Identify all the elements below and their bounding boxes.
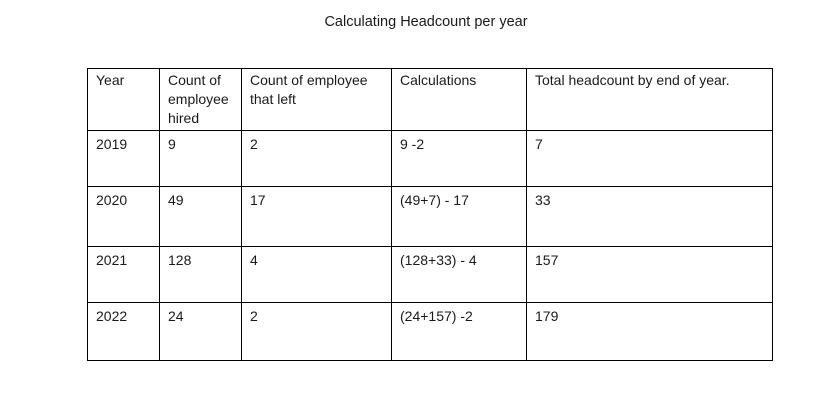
table-row: 2019 9 2 9 -2 7 [87, 130, 773, 187]
cell-hired: 9 [159, 130, 242, 187]
cell-year: 2022 [87, 302, 160, 361]
header-left: Count of employee that left [241, 68, 392, 131]
headcount-table: Year Count of employee hired Count of em… [87, 68, 773, 361]
header-year: Year [87, 68, 160, 131]
cell-year: 2019 [87, 130, 160, 187]
cell-hired: 24 [159, 302, 242, 361]
cell-left: 4 [241, 246, 392, 303]
cell-total: 179 [526, 302, 773, 361]
cell-left: 17 [241, 186, 392, 247]
cell-total: 7 [526, 130, 773, 187]
table-row: 2021 128 4 (128+33) - 4 157 [87, 246, 773, 303]
header-hired: Count of employee hired [159, 68, 242, 131]
header-calculations: Calculations [391, 68, 527, 131]
cell-calculation: (128+33) - 4 [391, 246, 527, 303]
cell-left: 2 [241, 130, 392, 187]
cell-calculation: (49+7) - 17 [391, 186, 527, 247]
cell-total: 157 [526, 246, 773, 303]
table-header-row: Year Count of employee hired Count of em… [87, 68, 773, 131]
cell-hired: 128 [159, 246, 242, 303]
cell-calculation: 9 -2 [391, 130, 527, 187]
cell-total: 33 [526, 186, 773, 247]
cell-year: 2020 [87, 186, 160, 247]
cell-left: 2 [241, 302, 392, 361]
header-total-headcount: Total headcount by end of year. [526, 68, 773, 131]
cell-year: 2021 [87, 246, 160, 303]
table-row: 2020 49 17 (49+7) - 17 33 [87, 186, 773, 247]
document-title: Calculating Headcount per year [324, 14, 528, 30]
cell-calculation: (24+157) -2 [391, 302, 527, 361]
cell-hired: 49 [159, 186, 242, 247]
table-row: 2022 24 2 (24+157) -2 179 [87, 302, 773, 361]
